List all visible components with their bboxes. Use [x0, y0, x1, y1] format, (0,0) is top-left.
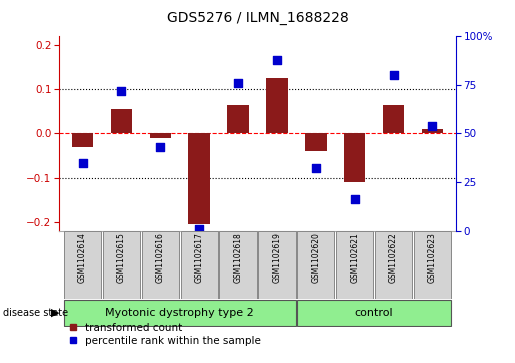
Text: GSM1102616: GSM1102616	[156, 233, 165, 284]
Point	[312, 166, 320, 171]
Bar	[305, 133, 327, 151]
Point	[156, 144, 164, 150]
Bar	[297, 300, 451, 326]
Bar	[111, 109, 132, 133]
Bar	[64, 231, 101, 299]
Bar	[64, 300, 296, 326]
Point	[273, 57, 281, 62]
Bar	[181, 231, 218, 299]
Bar	[383, 105, 404, 133]
Text: ▶: ▶	[52, 308, 60, 318]
Text: GSM1102620: GSM1102620	[311, 233, 320, 284]
Point	[351, 196, 359, 202]
Bar	[375, 231, 412, 299]
Bar	[422, 129, 443, 133]
Bar	[336, 231, 373, 299]
Bar	[297, 231, 334, 299]
Point	[234, 80, 242, 86]
Point	[78, 160, 87, 166]
Bar	[188, 133, 210, 224]
Text: GDS5276 / ILMN_1688228: GDS5276 / ILMN_1688228	[167, 11, 348, 25]
Text: GSM1102618: GSM1102618	[234, 233, 243, 284]
Text: GSM1102623: GSM1102623	[428, 233, 437, 284]
Text: GSM1102614: GSM1102614	[78, 233, 87, 284]
Bar	[266, 78, 288, 133]
Bar	[103, 231, 140, 299]
Bar	[150, 133, 171, 138]
Bar	[414, 231, 451, 299]
Text: GSM1102615: GSM1102615	[117, 233, 126, 284]
Point	[117, 88, 126, 94]
Point	[195, 226, 203, 232]
Bar	[227, 105, 249, 133]
Text: GSM1102617: GSM1102617	[195, 233, 204, 284]
Bar	[219, 231, 256, 299]
Text: Myotonic dystrophy type 2: Myotonic dystrophy type 2	[106, 308, 254, 318]
Bar	[259, 231, 296, 299]
Text: GSM1102621: GSM1102621	[350, 233, 359, 284]
Text: control: control	[355, 308, 393, 318]
Text: disease state: disease state	[3, 308, 67, 318]
Text: GSM1102619: GSM1102619	[272, 233, 281, 284]
Legend: transformed count, percentile rank within the sample: transformed count, percentile rank withi…	[64, 319, 265, 351]
Point	[389, 72, 398, 78]
Bar	[142, 231, 179, 299]
Bar	[72, 133, 93, 147]
Text: GSM1102622: GSM1102622	[389, 233, 398, 284]
Point	[428, 123, 437, 129]
Bar	[344, 133, 365, 182]
